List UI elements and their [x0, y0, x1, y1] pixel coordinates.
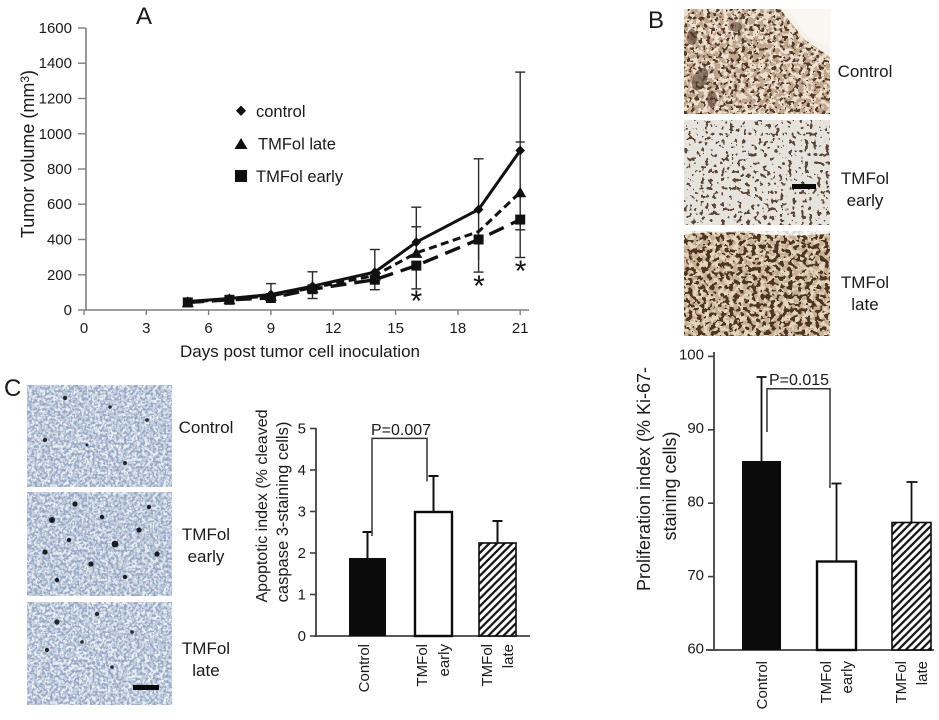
svg-text:3: 3 — [142, 320, 150, 337]
svg-text:60: 60 — [687, 641, 704, 658]
svg-text:Tumor volume (mm3): Tumor volume (mm3) — [18, 70, 38, 238]
svg-text:*: * — [473, 270, 485, 303]
svg-text:early: early — [839, 661, 856, 694]
svg-text:caspase 3-staining cells): caspase 3-staining cells) — [274, 422, 292, 603]
svg-text:control: control — [256, 103, 306, 121]
svg-text:1200: 1200 — [39, 91, 72, 108]
svg-text:2: 2 — [298, 545, 306, 562]
svg-text:1400: 1400 — [39, 55, 72, 72]
svg-text:late: late — [500, 644, 517, 668]
svg-text:Days post tumor cell inoculati: Days post tumor cell inoculation — [180, 342, 420, 361]
svg-text:100: 100 — [679, 347, 704, 364]
svg-text:P=0.015: P=0.015 — [769, 372, 829, 389]
svg-text:1600: 1600 — [39, 20, 72, 37]
svg-text:staining cells): staining cells) — [660, 431, 680, 540]
svg-text:90: 90 — [687, 420, 704, 437]
svg-text:0: 0 — [64, 302, 72, 319]
svg-text:5: 5 — [298, 421, 306, 438]
svg-text:Proliferation index (% Ki-67-: Proliferation index (% Ki-67- — [634, 367, 654, 591]
svg-text:TMFol: TMFol — [414, 644, 431, 687]
svg-text:Control: Control — [754, 661, 771, 709]
svg-text:12: 12 — [325, 320, 342, 337]
svg-text:Apoptotic index (% cleaved: Apoptotic index (% cleaved — [254, 410, 271, 603]
svg-text:TMFol: TMFol — [893, 661, 910, 704]
svg-text:TMFol: TMFol — [818, 661, 835, 704]
svg-text:18: 18 — [450, 320, 467, 337]
svg-text:9: 9 — [267, 320, 275, 337]
svg-text:15: 15 — [387, 320, 404, 337]
svg-text:0: 0 — [80, 320, 88, 337]
svg-text:Control: Control — [356, 644, 373, 692]
svg-text:600: 600 — [47, 196, 72, 213]
svg-text:200: 200 — [47, 267, 72, 284]
svg-text:*: * — [410, 285, 422, 318]
svg-text:A: A — [136, 3, 152, 30]
svg-text:*: * — [515, 255, 527, 288]
svg-text:4: 4 — [298, 462, 306, 479]
svg-text:3: 3 — [298, 504, 306, 521]
svg-text:TMFol early: TMFol early — [256, 168, 344, 186]
svg-text:1000: 1000 — [39, 126, 72, 143]
svg-text:P=0.007: P=0.007 — [371, 422, 431, 439]
svg-text:80: 80 — [687, 494, 704, 511]
svg-text:1: 1 — [298, 587, 306, 604]
svg-text:800: 800 — [47, 161, 72, 178]
svg-text:21: 21 — [512, 320, 529, 337]
svg-text:400: 400 — [47, 232, 72, 249]
svg-text:0: 0 — [298, 628, 306, 645]
svg-text:TMFol late: TMFol late — [258, 136, 336, 154]
svg-text:6: 6 — [204, 320, 212, 337]
svg-text:early: early — [436, 644, 453, 677]
svg-text:70: 70 — [687, 567, 704, 584]
svg-text:TMFol: TMFol — [479, 644, 496, 687]
svg-text:late: late — [914, 661, 931, 685]
